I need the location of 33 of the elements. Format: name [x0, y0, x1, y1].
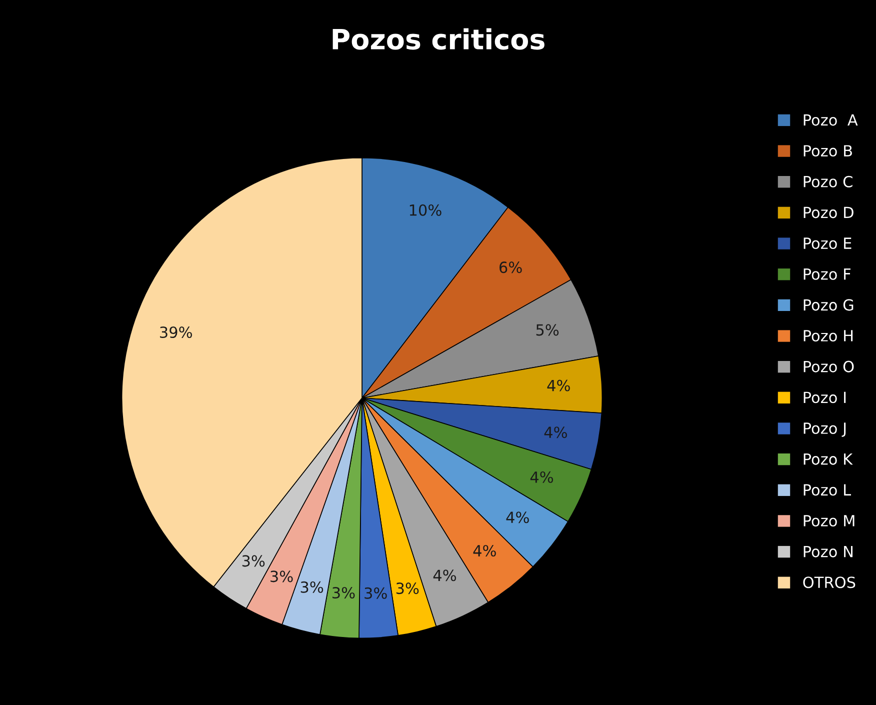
data-label: 10% — [410, 204, 442, 216]
legend-label: Pozo N — [804, 546, 852, 558]
data-label: 4% — [547, 380, 570, 392]
data-label: 4% — [530, 471, 554, 483]
data-label: 5% — [536, 324, 559, 336]
data-label: 39% — [160, 326, 192, 338]
chart-title: Pozos criticos — [332, 28, 544, 50]
legend-label: Pozo O — [804, 360, 854, 372]
data-label: 6% — [500, 262, 522, 274]
data-label: 3% — [300, 581, 324, 593]
legend-label: Pozo K — [804, 453, 853, 465]
legend-label: Pozo F — [804, 268, 850, 280]
data-label: 4% — [506, 512, 529, 524]
legend-label: Pozo J — [804, 422, 846, 437]
legend-label: Pozo C — [804, 176, 852, 188]
data-label: 3% — [332, 586, 355, 599]
legend-label: Pozo H — [804, 330, 853, 342]
legend-label: OTROS — [803, 576, 856, 588]
legend-label: Pozo G — [804, 299, 854, 311]
data-label: 3% — [242, 555, 265, 567]
legend-label: Pozo I — [804, 392, 846, 404]
legend-label: Pozo L — [804, 484, 851, 496]
legend-label: Pozo D — [804, 206, 854, 218]
legend-label: Pozo B — [804, 145, 852, 157]
data-label: 3% — [270, 570, 293, 582]
legend-label: Pozo E — [804, 238, 852, 250]
data-label: 4% — [433, 570, 456, 582]
data-label: 3% — [396, 582, 419, 594]
data-label: 4% — [473, 544, 496, 557]
legend-label: Pozo A — [804, 114, 858, 126]
data-label: 3% — [364, 587, 387, 599]
legend-label: Pozo M — [804, 515, 854, 526]
data-label: 4% — [544, 426, 567, 438]
